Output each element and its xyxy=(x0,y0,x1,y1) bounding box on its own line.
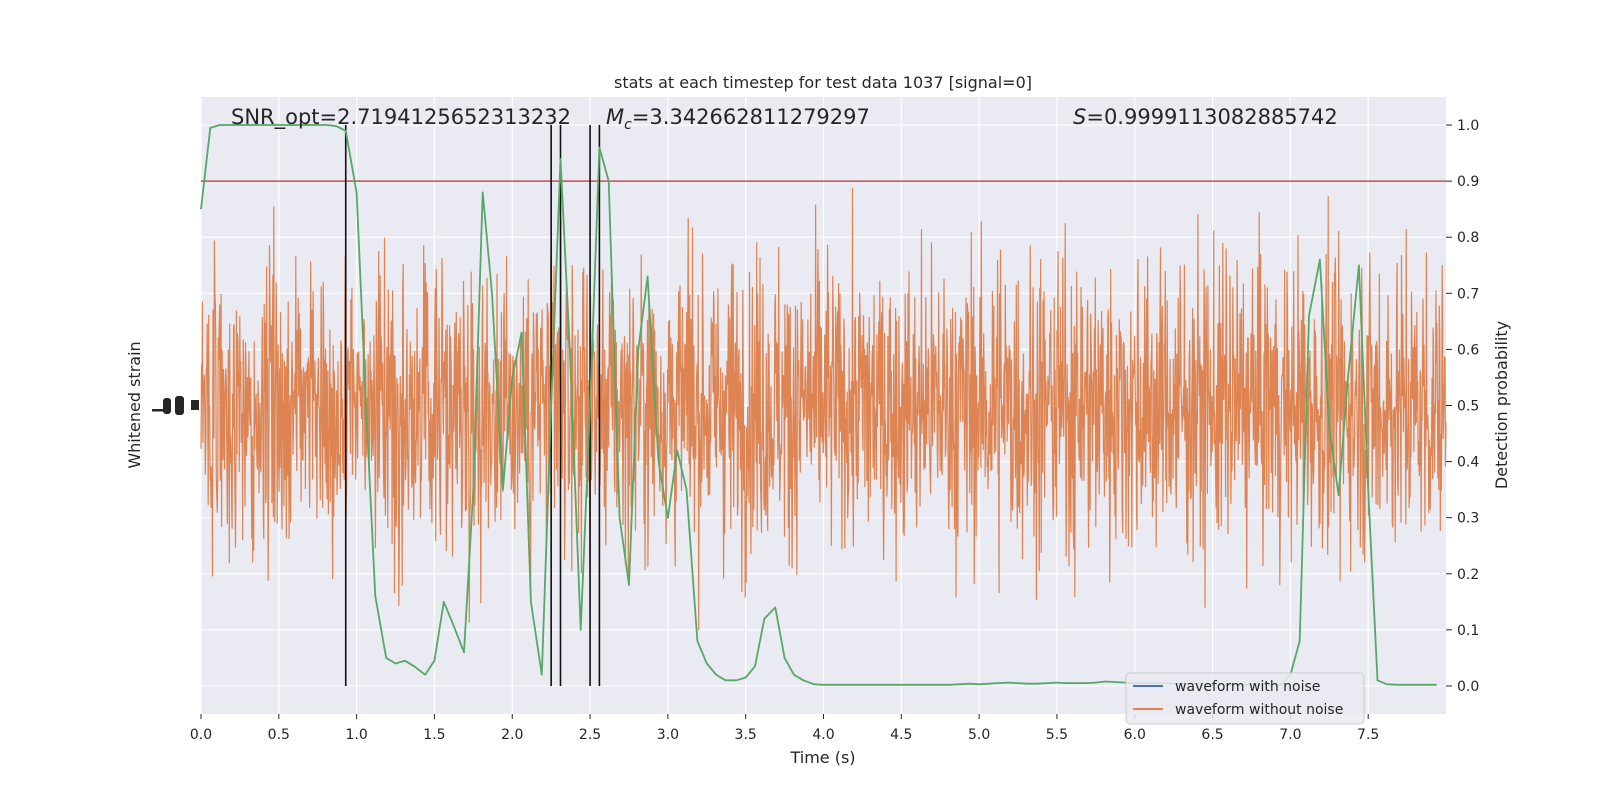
legend: waveform with noise waveform without noi… xyxy=(1125,672,1365,725)
annotation-mc-subscript: c xyxy=(624,117,632,133)
x-tick-label: 6.5 xyxy=(1201,727,1223,743)
annotation-s-value: =0.9999113082885742 xyxy=(1086,105,1337,129)
y-axis-left-label: Whitened strain xyxy=(125,341,144,468)
y-right-tick-label: 0.7 xyxy=(1457,286,1479,302)
y-right-tick-label: 0.8 xyxy=(1457,230,1479,246)
annotation-mc-symbol: M xyxy=(606,105,624,129)
left-tick-glyphs xyxy=(152,396,199,415)
annotation-mc-value: =3.342662811279297 xyxy=(632,105,870,129)
annotation-snr: SNR_opt=2.7194125652313232 xyxy=(231,105,571,130)
waveform-without-noise-line xyxy=(200,187,1447,631)
y-right-tick-label: 0.6 xyxy=(1457,342,1479,358)
x-tick-label: 5.5 xyxy=(1046,727,1068,743)
x-tick-label: 3.5 xyxy=(735,727,757,743)
x-tick-label: 7.5 xyxy=(1357,727,1379,743)
annotation-s-symbol: S xyxy=(1073,105,1086,129)
x-tick-label: 4.5 xyxy=(890,727,912,743)
x-tick-label: 5.0 xyxy=(968,727,990,743)
chart-title: stats at each timestep for test data 103… xyxy=(614,73,1032,92)
y-right-tick-label: 0.0 xyxy=(1457,679,1479,695)
y-right-tick-label: 0.9 xyxy=(1457,174,1479,190)
x-tick-label: 0.5 xyxy=(268,727,290,743)
annotation-s: S=0.9999113082885742 xyxy=(1073,105,1338,129)
x-tick-label: 2.5 xyxy=(579,727,601,743)
x-tick-label: 3.0 xyxy=(657,727,679,743)
legend-box xyxy=(1125,672,1365,725)
x-axis-label: Time (s) xyxy=(789,748,855,767)
x-tick-label: 6.0 xyxy=(1124,727,1146,743)
y-right-tick-layer: 0.0 0.1 0.2 0.3 0.4 0.5 0.6 0.7 0.8 0.9 1.0 xyxy=(1446,118,1479,695)
strain-noise-band xyxy=(200,187,1447,631)
y-right-tick-label: 1.0 xyxy=(1457,118,1479,134)
y-right-tick-label: 0.2 xyxy=(1457,567,1479,583)
x-tick-label: 2.0 xyxy=(501,727,523,743)
y-axis-right-label: Detection probability xyxy=(1492,321,1511,489)
annotation-mc: Mc=3.342662811279297 xyxy=(606,105,870,133)
y-right-tick-label: 0.4 xyxy=(1457,455,1479,471)
x-tick-layer: 0.0 0.5 1.0 1.5 2.0 2.5 3.0 3.5 4.0 4.5 5.0 5.5 6.0 6… xyxy=(190,714,1379,743)
legend-label-noise: waveform with noise xyxy=(1175,679,1320,695)
x-tick-label: 4.0 xyxy=(812,727,834,743)
x-tick-label: 7.0 xyxy=(1279,727,1301,743)
y-right-tick-label: 0.3 xyxy=(1457,511,1479,527)
y-right-tick-label: 0.1 xyxy=(1457,623,1479,639)
x-tick-label: 1.0 xyxy=(345,727,367,743)
legend-label-clean: waveform without noise xyxy=(1175,702,1343,718)
x-tick-label: 0.0 xyxy=(190,727,212,743)
x-tick-label: 1.5 xyxy=(423,727,445,743)
y-right-tick-label: 0.5 xyxy=(1457,399,1479,415)
